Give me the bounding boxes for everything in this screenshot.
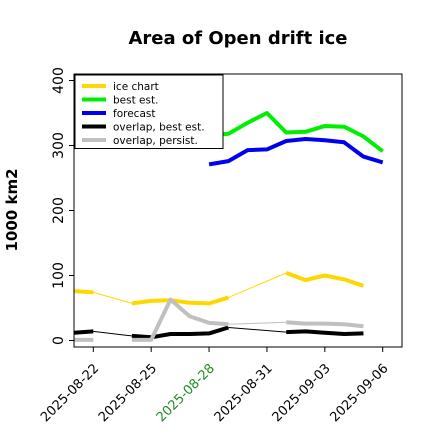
x-tick-label: 2025-08-28	[154, 361, 218, 425]
series-line-0-0	[73, 289, 94, 295]
x-tick-label: 2025-08-31	[212, 361, 276, 425]
y-tick-label: 100	[51, 262, 67, 289]
plot-area	[73, 111, 384, 342]
x-tick-label: 2025-09-06	[327, 361, 391, 425]
y-tick-label: 300	[51, 132, 67, 159]
series-line-3-0	[73, 329, 94, 335]
series-line-0-2	[285, 271, 365, 288]
y-tick-label: 0	[51, 336, 67, 345]
legend-label: ice chart	[113, 81, 159, 93]
series-line-2-0	[208, 137, 384, 167]
x-tick-label: 2025-08-22	[38, 361, 102, 425]
legend-label: best est.	[113, 95, 158, 107]
legend-label: overlap, best est.	[113, 122, 205, 134]
connector-line	[93, 291, 133, 304]
series-line-4-2	[286, 320, 364, 329]
connector-line	[228, 272, 287, 299]
connector-line	[93, 330, 132, 337]
series-line-1-0	[208, 111, 384, 153]
series-line-4-1	[131, 297, 229, 342]
y-tick-label: 400	[51, 67, 67, 94]
series-line-3-1	[131, 325, 229, 340]
connector-line	[228, 321, 287, 325]
chart-title: Area of Open drift ice	[128, 28, 347, 49]
connector-line	[228, 327, 287, 333]
legend: ice chart best est.forecast overlap, best …	[74, 74, 224, 149]
y-tick-label: 200	[51, 197, 67, 224]
legend-label: forecast	[113, 108, 155, 120]
series-line-0-1	[131, 295, 229, 306]
legend-label: overlap, persist.	[113, 135, 198, 147]
x-tick-label: 2025-09-03	[270, 361, 334, 425]
x-tick-label: 2025-08-25	[96, 361, 160, 425]
y-axis-label: 1000 km2	[3, 168, 21, 251]
series-line-3-2	[286, 329, 364, 336]
